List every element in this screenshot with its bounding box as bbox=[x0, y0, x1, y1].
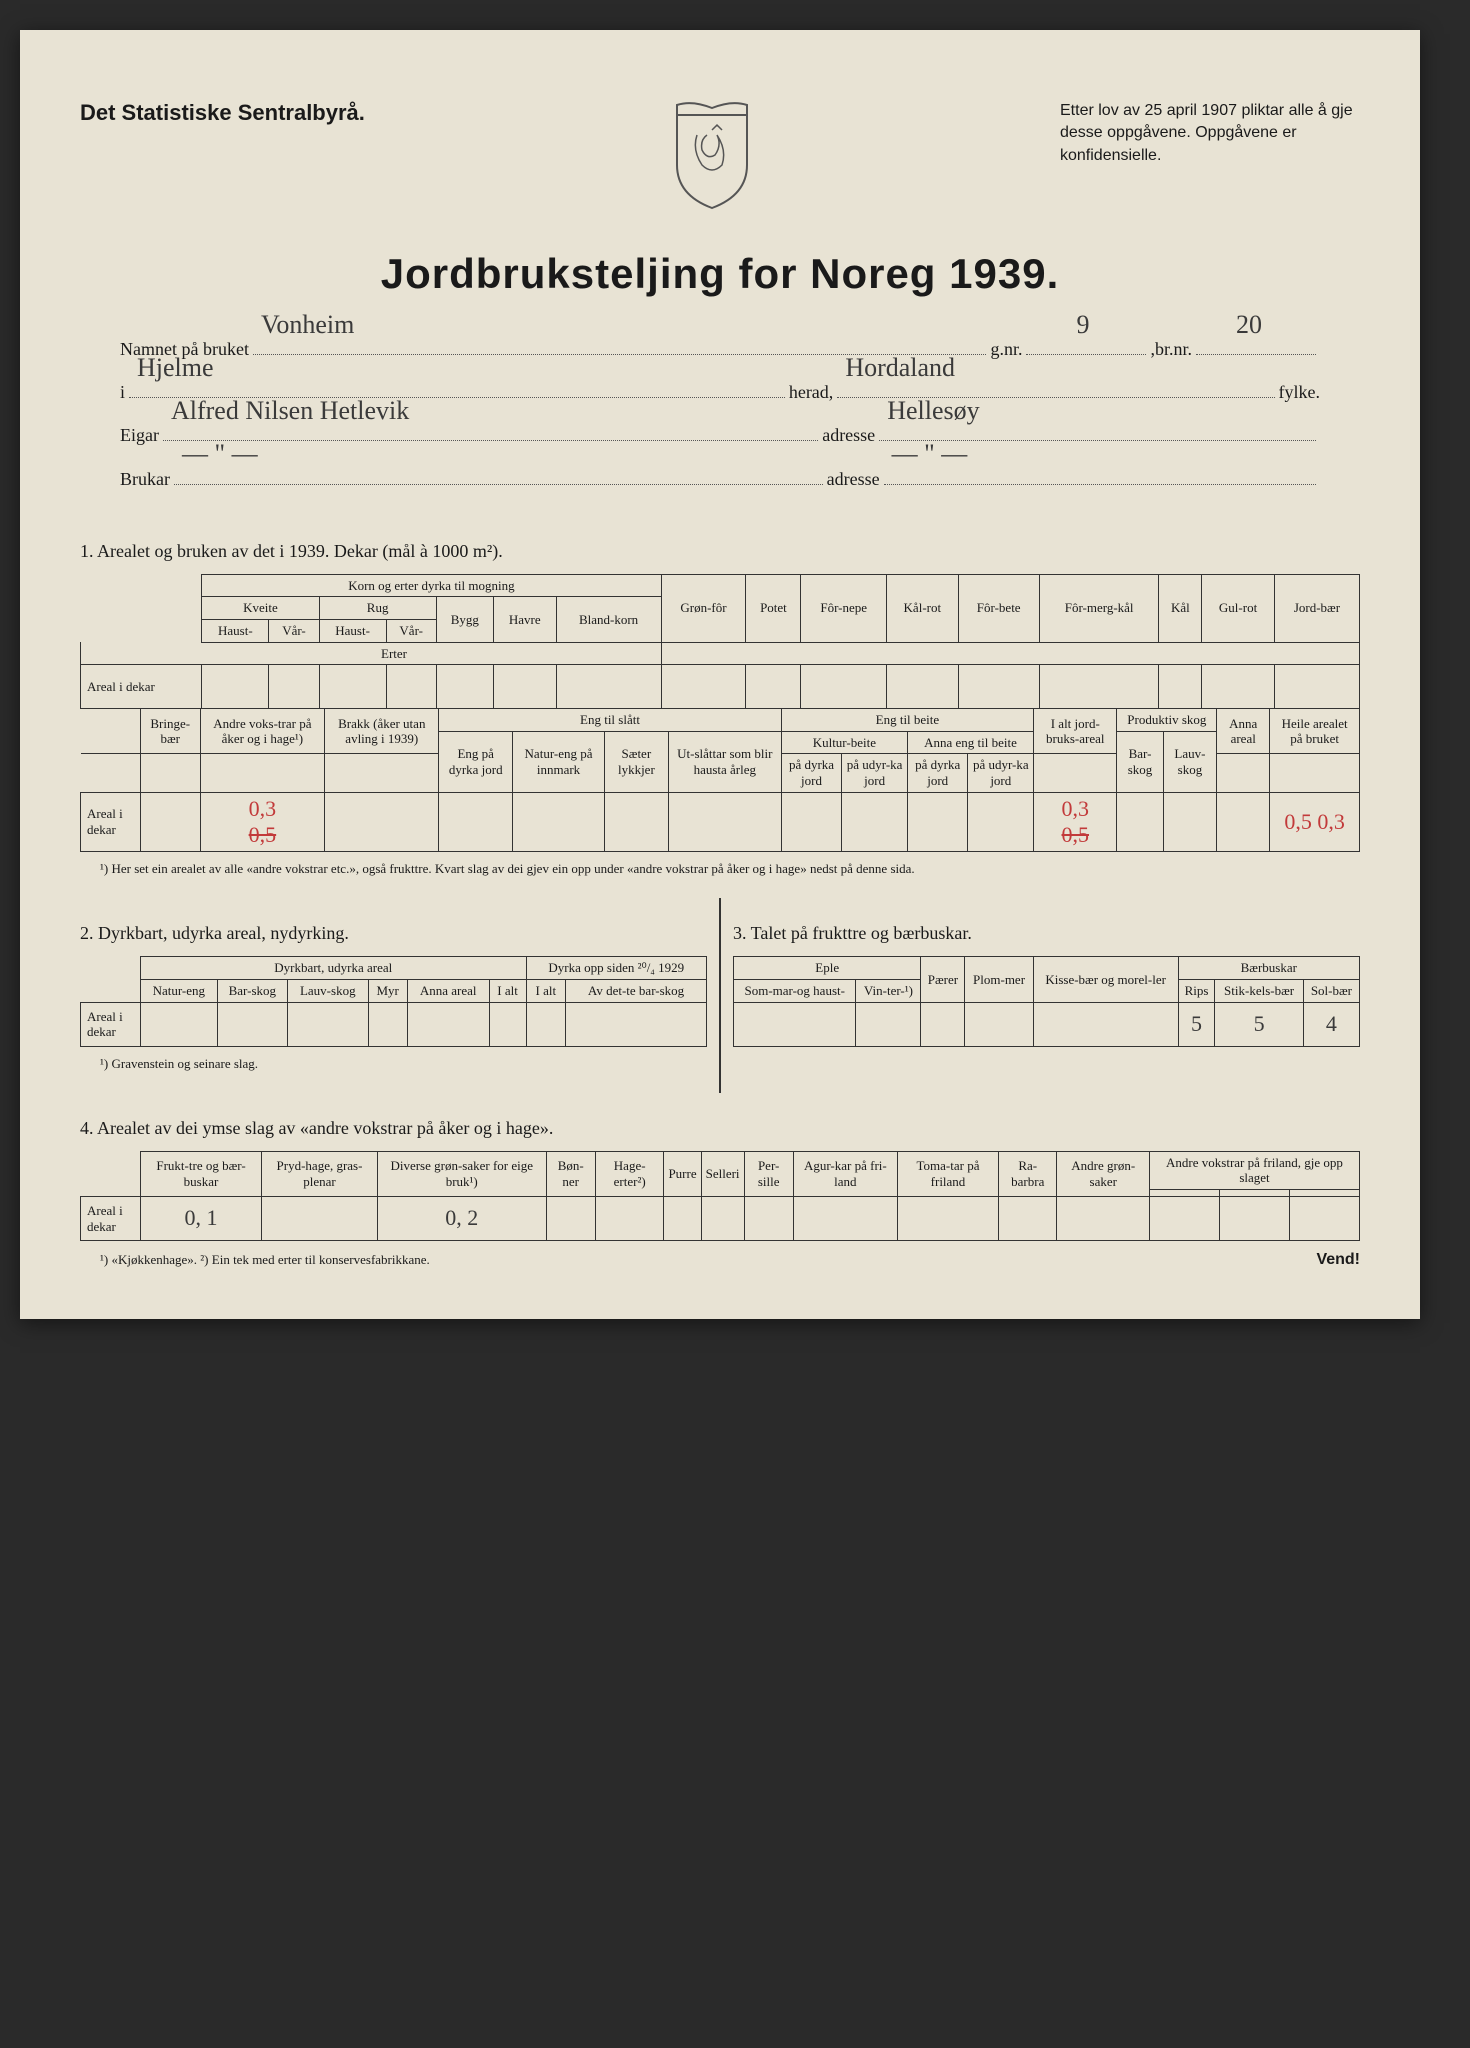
ialt-value: 0,3 bbox=[1062, 796, 1090, 821]
section1-table-bottom: Bringe-bær Andre voks-trar på åker og i … bbox=[80, 708, 1360, 852]
form-info-block: Namnet på bruket Vonheim g.nr. 9 , br.nr… bbox=[120, 328, 1320, 501]
brukar-value: — " — bbox=[182, 423, 258, 485]
section1-table-top: Korn og erter dyrka til mogning Grøn-fôr… bbox=[80, 574, 1360, 709]
eigar-label: Eigar bbox=[120, 414, 159, 457]
table-row: Areal i dekar bbox=[81, 665, 1360, 709]
section1-footnote: ¹) Her set ein arealet av alle «andre vo… bbox=[100, 860, 1360, 878]
brnr-label: br.nr. bbox=[1155, 328, 1192, 371]
document-title: Jordbruksteljing for Noreg 1939. bbox=[80, 250, 1360, 298]
namnet-value: Vonheim bbox=[261, 294, 354, 356]
section2-title: 2. Dyrkbart, udyrka areal, nydyrking. bbox=[80, 923, 707, 944]
andrevokstrar-value: 0,3 bbox=[249, 796, 277, 821]
section4-footnote: ¹) «Kjøkkenhage». ²) Ein tek med erter t… bbox=[100, 1251, 430, 1269]
section1-title: 1. Arealet og bruken av det i 1939. Deka… bbox=[80, 541, 1360, 562]
stikkels-value: 5 bbox=[1215, 1002, 1303, 1046]
herad-label: herad, bbox=[789, 371, 833, 414]
table-row: Areal i dekar 0, 1 0, 2 bbox=[81, 1197, 1360, 1241]
diverse-value: 0, 2 bbox=[377, 1197, 546, 1241]
fylke-label: fylke. bbox=[1279, 371, 1320, 414]
sections-2-3-row: 2. Dyrkbart, udyrka areal, nydyrking. Dy… bbox=[80, 898, 1360, 1092]
heile-value: 0,5 0,3 bbox=[1284, 809, 1345, 834]
legal-notice: Etter lov av 25 april 1907 pliktar alle … bbox=[1060, 100, 1360, 167]
vend-label: Vend! bbox=[1316, 1251, 1360, 1269]
gnr-value: 9 bbox=[1076, 294, 1089, 356]
table-row: Areal i dekar bbox=[81, 1002, 707, 1046]
brnr-value: 20 bbox=[1236, 294, 1262, 356]
document-page: Det Statistiske Sentralbyrå. Etter lov a… bbox=[20, 30, 1420, 1319]
korn-header: Korn og erter dyrka til mogning bbox=[202, 574, 661, 597]
frukttre-value: 0, 1 bbox=[141, 1197, 262, 1241]
agency-name: Det Statistiske Sentralbyrå. bbox=[80, 100, 365, 126]
coat-of-arms-icon bbox=[667, 100, 757, 210]
adresse2-label: adresse bbox=[827, 458, 880, 501]
brukar-label: Brukar bbox=[120, 458, 170, 501]
i-label: i bbox=[120, 371, 125, 414]
rips-value: 5 bbox=[1178, 1002, 1215, 1046]
section3-table: Eple Pærer Plom-mer Kisse-bær og morel-l… bbox=[733, 956, 1360, 1046]
section4-title: 4. Arealet av dei ymse slag av «andre vo… bbox=[80, 1118, 1360, 1139]
section2-footnote: ¹) Gravenstein og seinare slag. bbox=[100, 1055, 707, 1073]
adresse2-value: — " — bbox=[892, 423, 968, 485]
table-row: Areal i dekar 0,30,5 0,30,5 0,5 0,3 bbox=[81, 792, 1360, 852]
gnr-label: g.nr. bbox=[990, 328, 1022, 371]
table-row: 5 5 4 bbox=[734, 1002, 1360, 1046]
section2-table: Dyrkbart, udyrka areal Dyrka opp siden ²… bbox=[80, 956, 707, 1046]
section4-table: Frukt-tre og bær-buskar Pryd-hage, gras-… bbox=[80, 1151, 1360, 1241]
solbaer-value: 4 bbox=[1303, 1002, 1359, 1046]
adresse1-label: adresse bbox=[822, 414, 875, 457]
section3-title: 3. Talet på frukttre og bærbuskar. bbox=[733, 923, 1360, 944]
header-row: Det Statistiske Sentralbyrå. Etter lov a… bbox=[80, 100, 1360, 210]
